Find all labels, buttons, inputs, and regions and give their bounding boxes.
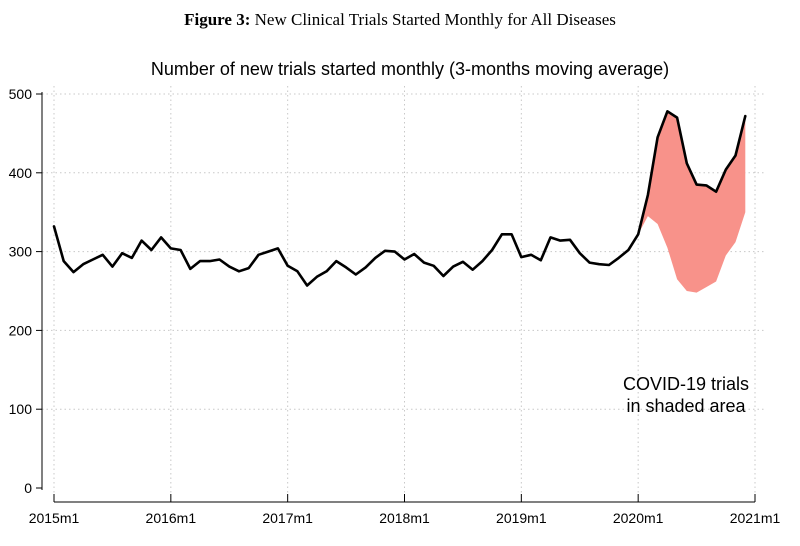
y-tick-label: 400 bbox=[9, 165, 33, 181]
y-tick-label: 100 bbox=[9, 401, 33, 417]
x-tick-label: 2021m1 bbox=[730, 510, 781, 526]
covid-shaded-area bbox=[638, 111, 746, 293]
annotation-line: in shaded area bbox=[626, 396, 746, 416]
axes: 0 100 200 300 400 500 2015m1 2016m1 2017m1 2018m1… bbox=[9, 86, 781, 526]
series-line-layer bbox=[52, 110, 747, 287]
figure-title: Figure 3: New Clinical Trials Started Mo… bbox=[0, 10, 800, 30]
gridlines bbox=[42, 86, 765, 494]
x-tick-label: 2018m1 bbox=[379, 510, 430, 526]
y-tick-label: 500 bbox=[9, 86, 33, 102]
annotation-line: COVID-19 trials bbox=[623, 374, 749, 394]
covid-shaded-area-layer bbox=[638, 111, 746, 293]
trials-series-line bbox=[52, 110, 747, 287]
y-tick-label: 300 bbox=[9, 244, 33, 260]
y-tick-label: 200 bbox=[9, 322, 33, 338]
x-tick-label: 2017m1 bbox=[262, 510, 313, 526]
y-tick-label: 0 bbox=[24, 480, 32, 496]
x-tick-label: 2020m1 bbox=[613, 510, 664, 526]
x-tick-label: 2015m1 bbox=[29, 510, 80, 526]
x-tick-label: 2019m1 bbox=[496, 510, 547, 526]
figure-caption: New Clinical Trials Started Monthly for … bbox=[254, 10, 616, 29]
x-tick-label: 2016m1 bbox=[146, 510, 197, 526]
figure-label: Figure 3: bbox=[184, 10, 251, 29]
chart-title: Number of new trials started monthly (3-… bbox=[151, 59, 669, 79]
